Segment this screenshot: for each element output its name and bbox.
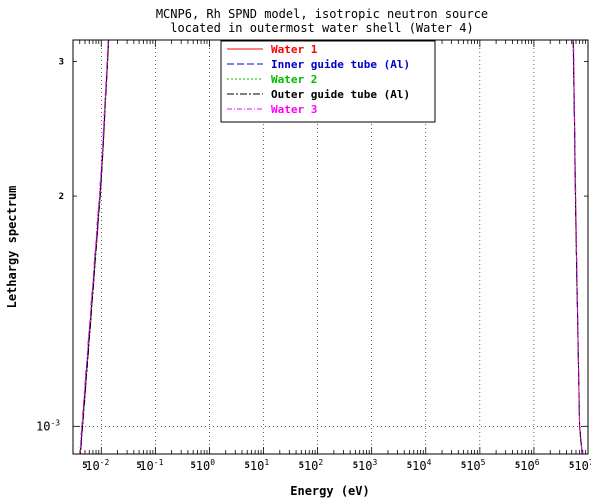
- x-minor-tick-label: 5: [461, 461, 466, 471]
- x-minor-tick-label: 5: [515, 461, 520, 471]
- y-minor-tick-label: 2: [59, 192, 64, 202]
- y-tick-labels: 10-210-332: [36, 57, 64, 433]
- x-tick-label: 100: [196, 458, 215, 473]
- legend-entry-label: Water 3: [271, 103, 317, 116]
- x-tick-label: 104: [412, 458, 431, 473]
- legend-entry-label: Outer guide tube (Al): [271, 88, 410, 101]
- x-minor-tick-label: 5: [407, 461, 412, 471]
- x-minor-tick-label: 5: [136, 461, 141, 471]
- legend-box: [220, 40, 436, 123]
- plot-frame: [72, 39, 589, 455]
- x-tick-labels: 10-210-110010110210310410510610755555555…: [82, 458, 591, 473]
- x-tick-label: 10-2: [85, 458, 109, 473]
- legend: Water 1 Inner guide tube (Al) Water 2 Outer…: [220, 40, 436, 123]
- x-tick-label: 101: [250, 458, 269, 473]
- x-tick-label: 105: [466, 458, 485, 473]
- x-minor-tick-label: 5: [190, 461, 195, 471]
- x-tick-label: 10-1: [139, 458, 163, 473]
- x-minor-tick-label: 5: [569, 461, 574, 471]
- chart-title-line-1: MCNP6, Rh SPND model, isotropic neutron …: [156, 7, 488, 21]
- y-tick-label: 10-3: [36, 418, 60, 433]
- x-tick-label: 102: [304, 458, 323, 473]
- legend-entry-label: Water 1: [271, 43, 318, 56]
- x-minor-tick-label: 5: [82, 461, 87, 471]
- chart-title-line-2: located in outermost water shell (Water …: [170, 21, 473, 35]
- x-minor-tick-label: 5: [245, 461, 250, 471]
- x-tick-label: 106: [520, 458, 539, 473]
- x-axis-label: Energy (eV): [290, 484, 369, 498]
- legend-entry-label: Inner guide tube (Al): [271, 58, 410, 71]
- x-tick-label: 103: [358, 458, 377, 473]
- x-minor-tick-label: 5: [299, 461, 304, 471]
- x-minor-tick-label: 5: [353, 461, 358, 471]
- legend-entry-label: Water 2: [271, 73, 317, 86]
- x-tick-label: 107: [574, 458, 591, 473]
- y-minor-tick-label: 3: [59, 57, 64, 67]
- y-axis-label: Lethargy spectrum: [5, 186, 19, 309]
